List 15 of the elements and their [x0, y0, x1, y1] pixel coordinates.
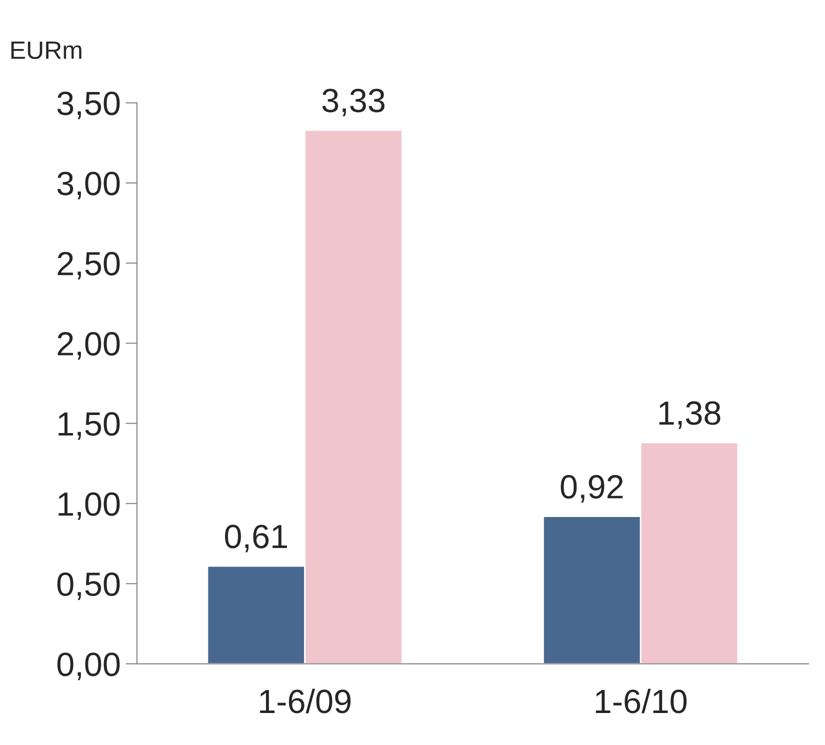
y-tick-label: 0,00 [57, 652, 120, 680]
data-label: 1,38 [659, 401, 720, 429]
y-tick-label: 2,00 [58, 332, 120, 360]
x-tick-label: 1-6/09 [260, 688, 351, 714]
y-axis-title: EURm [11, 42, 82, 60]
y-tick-label: 0,50 [57, 572, 120, 600]
y-tick-label: 1,50 [58, 412, 120, 440]
y-tick-label: 1,00 [58, 492, 120, 520]
y-tick-label: 3,50 [57, 92, 120, 120]
data-label: 0,92 [560, 475, 623, 503]
data-label: 3,33 [322, 88, 384, 116]
y-tick-label: 3,00 [57, 172, 120, 200]
y-tick-label: 2,50 [58, 252, 120, 280]
data-label: 0,61 [225, 524, 287, 552]
x-tick-label: 1-6/10 [596, 688, 687, 714]
